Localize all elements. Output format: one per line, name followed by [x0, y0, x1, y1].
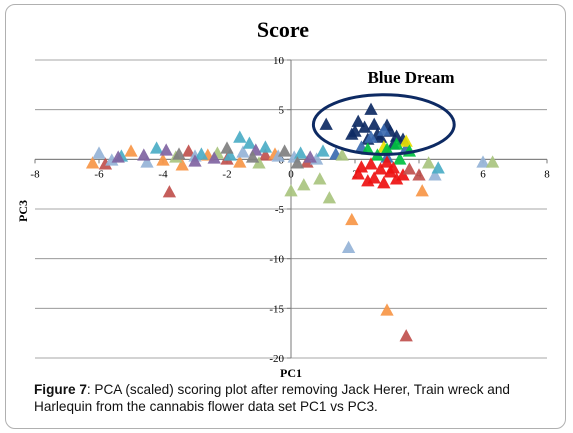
data-point	[137, 148, 151, 161]
data-point	[364, 102, 378, 115]
data-point	[92, 146, 106, 159]
y-tick-label: -15	[269, 303, 284, 315]
data-point	[335, 148, 349, 161]
data-point	[399, 329, 413, 342]
data-point	[188, 154, 202, 167]
data-point	[258, 140, 273, 153]
data-point	[351, 167, 365, 180]
data-point	[428, 168, 442, 181]
y-tick-label: 5	[279, 105, 285, 117]
data-point	[245, 150, 260, 163]
data-point	[380, 142, 394, 155]
data-point	[277, 144, 292, 157]
blue-dream-ellipse	[311, 93, 456, 156]
data-point	[223, 148, 237, 161]
data-point	[316, 144, 330, 157]
data-point	[149, 141, 164, 154]
data-point	[242, 136, 257, 149]
data-point	[319, 117, 333, 130]
figure-caption: Figure 7: PCA (scaled) scoring plot afte…	[34, 381, 554, 415]
data-point	[377, 176, 391, 189]
data-point	[380, 155, 394, 168]
y-tick-label: -20	[269, 353, 284, 365]
data-point	[220, 141, 234, 154]
data-point	[156, 153, 170, 166]
data-point	[124, 144, 138, 157]
data-point	[421, 156, 436, 169]
data-point	[341, 240, 356, 253]
data-point	[313, 172, 327, 185]
data-point	[233, 155, 247, 168]
data-point	[377, 123, 391, 136]
data-point	[399, 134, 413, 147]
data-point	[98, 157, 113, 170]
y-tick-label: -10	[269, 254, 284, 266]
x-axis-label: PC1	[280, 366, 302, 380]
data-point	[159, 143, 173, 156]
y-tick-label: -5	[275, 204, 285, 216]
data-point	[364, 130, 378, 143]
x-tick-label: 0	[288, 168, 294, 180]
y-tick-label: 10	[273, 55, 285, 67]
data-point	[271, 149, 285, 162]
data-point	[322, 191, 337, 204]
blue-dream-label: Blue Dream	[367, 68, 454, 87]
data-point	[402, 162, 417, 175]
data-point	[290, 156, 305, 169]
data-point	[373, 162, 388, 175]
data-point	[386, 161, 401, 174]
data-point	[364, 157, 378, 170]
x-tick-label: -2	[222, 168, 231, 180]
x-tick-label: -8	[30, 168, 40, 180]
data-point	[85, 156, 100, 169]
x-tick-label: -4	[158, 168, 168, 180]
data-point	[361, 142, 375, 155]
chart-title: Score	[257, 17, 309, 42]
data-point	[284, 184, 298, 197]
data-point	[361, 174, 375, 187]
data-point	[345, 212, 359, 226]
data-point	[354, 160, 369, 173]
tick-labels: -8-6-4-2024681050-5-10-15-20	[30, 55, 550, 365]
data-point	[303, 150, 317, 163]
data-point	[140, 155, 154, 168]
data-point	[412, 168, 426, 181]
data-point	[194, 147, 209, 160]
data-point	[367, 117, 381, 130]
data-point	[162, 185, 177, 198]
y-axis-label: PC3	[16, 200, 30, 222]
data-point	[389, 172, 404, 185]
data-point	[351, 114, 365, 127]
data-point	[172, 147, 186, 160]
caption-text: : PCA (scaled) scoring plot after removi…	[34, 382, 510, 414]
x-tick-label: 6	[480, 168, 486, 180]
data-point	[111, 150, 125, 163]
data-point	[476, 155, 490, 168]
x-tick-label: 8	[544, 168, 550, 180]
data-point	[236, 145, 250, 158]
data-point	[233, 130, 247, 143]
data-point	[297, 178, 311, 191]
data-point	[380, 303, 394, 316]
data-point	[431, 161, 445, 174]
caption-label: Figure 7	[34, 382, 87, 397]
data-point	[348, 124, 362, 137]
data-point	[389, 137, 404, 150]
data-point	[293, 146, 308, 159]
data-point	[175, 158, 189, 171]
data-point	[207, 151, 221, 164]
data-point	[258, 148, 273, 161]
x-tick-label: -6	[94, 168, 104, 180]
data-point	[393, 152, 407, 165]
data-points	[85, 102, 500, 342]
data-point	[485, 155, 500, 168]
data-point	[181, 144, 196, 157]
data-point	[415, 184, 429, 197]
